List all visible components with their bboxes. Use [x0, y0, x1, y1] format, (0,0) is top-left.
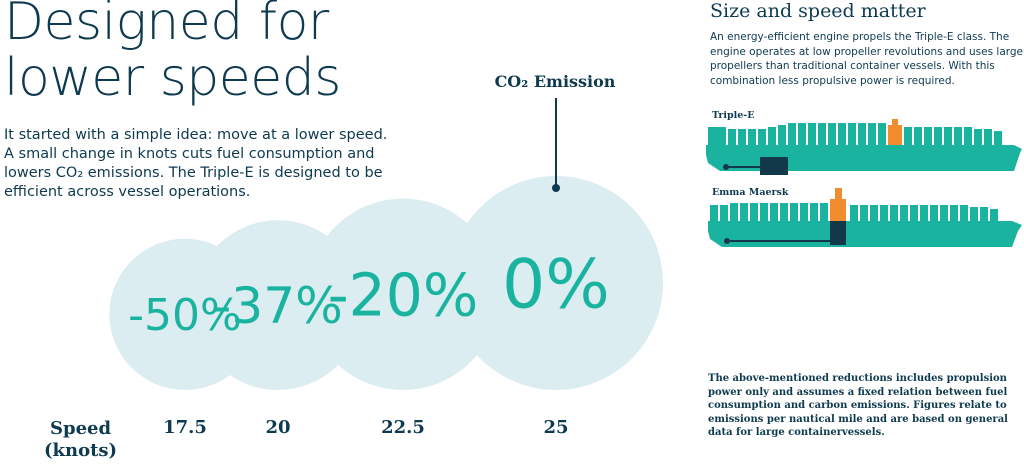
- side-text-line: engine operates at low propeller revolut…: [710, 45, 1024, 58]
- chart-title: CO₂ Emission: [494, 72, 616, 91]
- triple-e-ship-icon: [706, 119, 1022, 175]
- side-text-line: An energy-efficient engine propels the T…: [710, 31, 1010, 43]
- bubble-value-label: -37%: [213, 276, 343, 335]
- side-text-line: propellers than traditional container ve…: [710, 60, 995, 72]
- x-tick-label: 22.5: [381, 417, 425, 438]
- intro-line: It started with a simple idea: move at a…: [4, 127, 388, 143]
- emma-maersk-ship-icon: [708, 188, 1022, 247]
- x-tick-label: 25: [543, 417, 568, 438]
- speed-axis-label: Speed (knots): [44, 418, 117, 462]
- side-text-line: combination less propulsive power is req…: [710, 74, 955, 87]
- speed-axis-label-unit: (knots): [44, 440, 118, 461]
- side-text: An energy-efficient engine propels the T…: [710, 30, 1024, 88]
- emma-maersk-bridge-icon: [830, 188, 846, 221]
- bubble-value-label: -20%: [328, 261, 479, 329]
- ship-label-triple-e: Triple-E: [712, 110, 755, 121]
- intro-line: efficient across vessel operations.: [4, 184, 251, 200]
- footnote-line: consumption and carbon emissions. Figure…: [708, 400, 1007, 411]
- footnote-line: data for large containervessels.: [708, 427, 885, 438]
- ship-label-emma-maersk: Emma Maersk: [712, 187, 789, 198]
- footnote-line: The above-mentioned reductions includes …: [708, 373, 1007, 384]
- title-pointer-dot: [552, 184, 560, 192]
- triple-e-bridge-icon: [888, 119, 902, 145]
- ship-comparison-illustration: [706, 119, 1022, 247]
- bubble-value-label: -50%: [128, 290, 242, 341]
- headline: Designed for lower speeds: [4, 0, 341, 106]
- x-tick-label: 20: [265, 417, 290, 438]
- bubble-22.5: [307, 198, 499, 390]
- footnote: The above-mentioned reductions includes …: [708, 372, 1020, 440]
- bubble-value-label: 0%: [502, 245, 610, 324]
- side-heading: Size and speed matter: [710, 0, 926, 22]
- speed-axis-label-line: Speed: [49, 418, 112, 439]
- footnote-line: power only and assumes a fixed relation …: [708, 386, 1008, 398]
- footnote-line: emissions per nautical mile and are base…: [708, 413, 1008, 425]
- bubble-chart: -50%-37%-20% 0% 17.5 20 22.5 25: [109, 98, 663, 438]
- intro-paragraph: It started with a simple idea: move at a…: [4, 126, 388, 202]
- headline-line-1: Designed for: [4, 0, 329, 52]
- intro-line: lowers CO₂ emissions. The Triple-E is de…: [4, 165, 383, 181]
- bubble-25: [449, 176, 663, 390]
- headline-line-2: lower speeds: [4, 48, 341, 108]
- x-tick-label: 17.5: [163, 417, 207, 438]
- intro-line: A small change in knots cuts fuel consum…: [4, 146, 375, 162]
